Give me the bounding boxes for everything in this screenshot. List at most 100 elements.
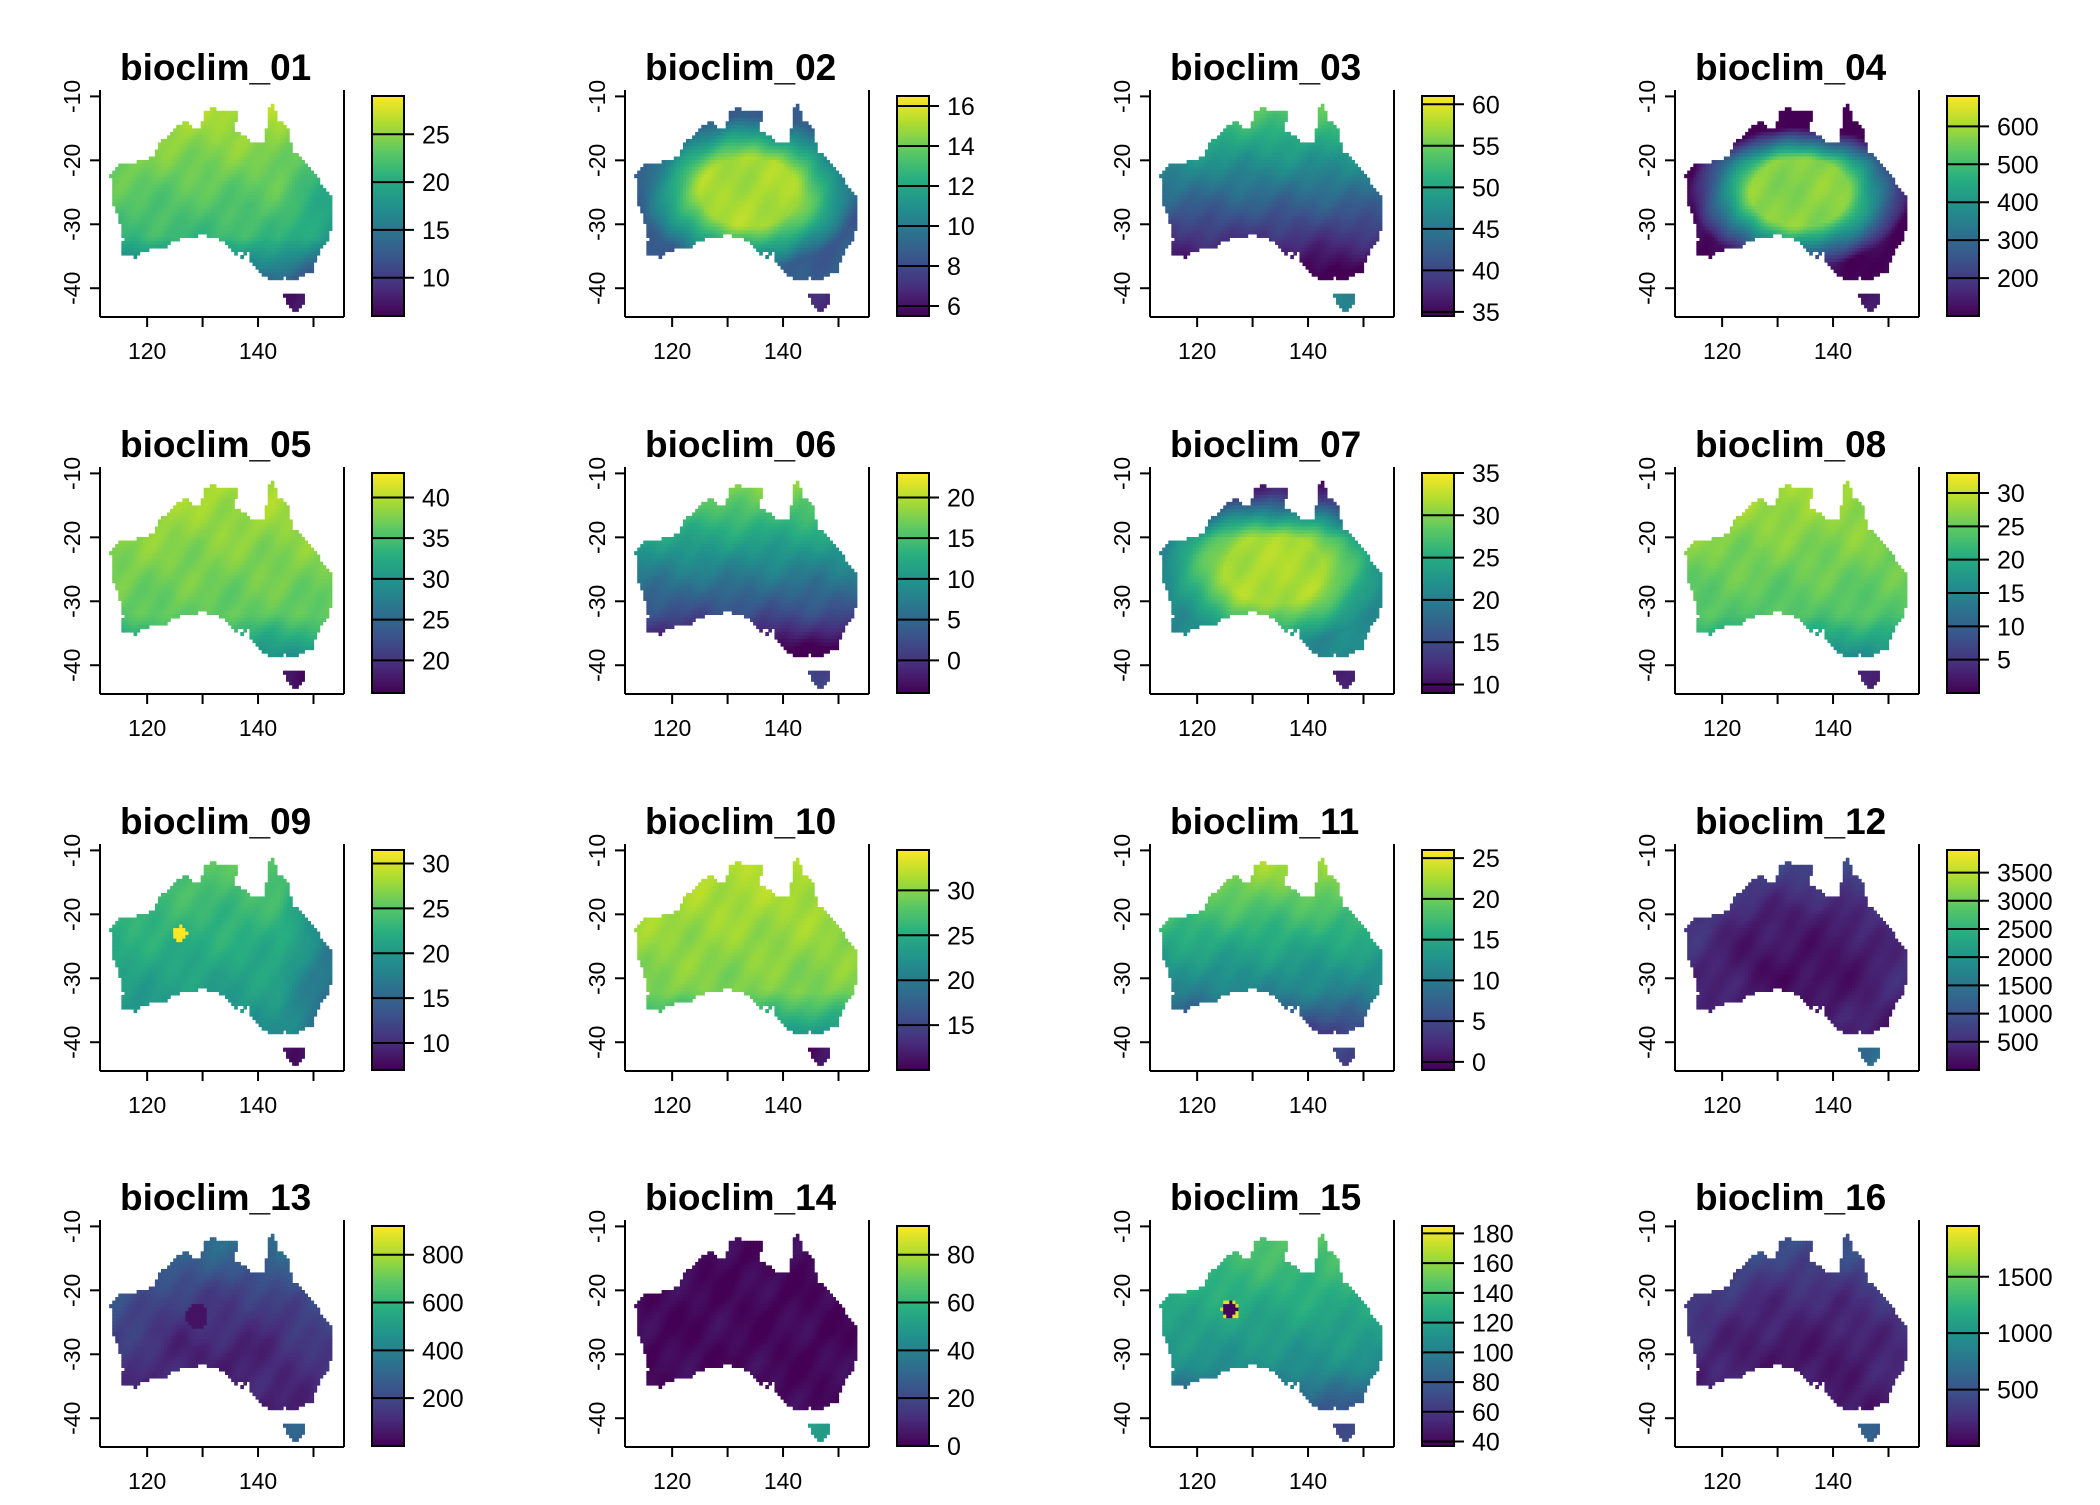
legend-tick-label: 0 — [1472, 1049, 1486, 1077]
legend-tick-label: 10 — [947, 213, 975, 241]
legend-tick-label: 30 — [422, 850, 450, 878]
legend-tick-label: 80 — [1472, 1369, 1500, 1397]
y-tick-label: -10 — [1634, 834, 1660, 867]
legend-tick-label: 800 — [422, 1242, 464, 1270]
x-tick-label: 120 — [128, 715, 166, 741]
raster-layer — [1684, 858, 1907, 1066]
legend-colorbar — [1947, 96, 1979, 316]
y-tick-label: -40 — [1109, 649, 1135, 682]
legend-tick-label: 600 — [422, 1290, 464, 1318]
y-tick-label: -20 — [59, 1274, 85, 1307]
raster-layer — [1684, 1234, 1907, 1442]
y-tick-label: -20 — [584, 1274, 610, 1307]
panel-title: bioclim_15 — [1170, 1177, 1361, 1218]
legend-tick-label: 55 — [1472, 133, 1500, 161]
raster-layer — [634, 104, 857, 312]
y-tick-label: -30 — [1109, 208, 1135, 241]
legend-tick-label: 6 — [947, 293, 961, 321]
legend-colorbar — [372, 96, 404, 316]
panel-title: bioclim_03 — [1170, 47, 1361, 88]
x-tick-label: 120 — [1178, 715, 1216, 741]
legend-tick-label: 60 — [1472, 1399, 1500, 1427]
legend-tick-label: 80 — [947, 1242, 975, 1270]
x-tick-label: 120 — [1178, 338, 1216, 364]
legend-tick-label: 500 — [1997, 151, 2039, 179]
y-tick-label: -20 — [1634, 1274, 1660, 1307]
legend-tick-label: 600 — [1997, 113, 2039, 141]
panel-title: bioclim_09 — [120, 801, 311, 842]
legend-tick-label: 200 — [1997, 265, 2039, 293]
legend-tick-label: 14 — [947, 133, 975, 161]
x-tick-label: 120 — [128, 338, 166, 364]
legend-tick-label: 20 — [1472, 886, 1500, 914]
x-tick-label: 120 — [653, 338, 691, 364]
y-tick-label: -40 — [59, 1402, 85, 1435]
legend-colorbar — [372, 1226, 404, 1446]
legend-tick-label: 20 — [947, 484, 975, 512]
legend-tick-label: 15 — [1472, 629, 1500, 657]
legend-tick-label: 15 — [422, 985, 450, 1013]
legend-tick-label: 40 — [1472, 257, 1500, 285]
y-tick-label: -30 — [1634, 208, 1660, 241]
panel-title: bioclim_10 — [645, 801, 836, 842]
x-tick-label: 140 — [239, 715, 277, 741]
legend-tick-label: 35 — [422, 525, 450, 553]
y-tick-label: -10 — [1109, 1210, 1135, 1243]
legend-colorbar — [1947, 1226, 1979, 1446]
legend-tick-label: 3500 — [1997, 860, 2053, 888]
legend-tick-label: 12 — [947, 173, 975, 201]
y-tick-label: -30 — [59, 962, 85, 995]
y-tick-label: -30 — [584, 585, 610, 618]
legend-tick-label: 25 — [422, 607, 450, 635]
legend-tick-label: 10 — [947, 566, 975, 594]
y-tick-label: -40 — [1634, 272, 1660, 305]
x-tick-label: 140 — [1289, 338, 1327, 364]
legend-tick-label: 60 — [1472, 91, 1500, 119]
y-tick-label: -20 — [59, 521, 85, 554]
y-tick-label: -40 — [59, 649, 85, 682]
y-tick-label: -30 — [1634, 585, 1660, 618]
y-tick-label: -30 — [59, 208, 85, 241]
raster-layer — [1684, 104, 1907, 312]
y-tick-label: -10 — [584, 80, 610, 113]
y-tick-label: -20 — [1109, 1274, 1135, 1307]
x-tick-label: 140 — [1814, 715, 1852, 741]
y-tick-label: -20 — [1634, 144, 1660, 177]
y-tick-label: -30 — [1109, 962, 1135, 995]
legend-tick-label: 30 — [947, 877, 975, 905]
legend-tick-label: 15 — [947, 1012, 975, 1040]
legend-tick-label: 15 — [1997, 580, 2025, 608]
x-tick-label: 120 — [1703, 1092, 1741, 1118]
legend-tick-label: 500 — [1997, 1377, 2039, 1405]
raster-layer — [109, 1234, 332, 1442]
legend-tick-label: 40 — [947, 1337, 975, 1365]
y-tick-label: -10 — [1634, 1210, 1660, 1243]
legend-tick-label: 120 — [1472, 1310, 1514, 1338]
y-tick-label: -10 — [1109, 457, 1135, 490]
panel-title: bioclim_08 — [1695, 424, 1886, 465]
legend-tick-label: 40 — [422, 484, 450, 512]
panel-title: bioclim_16 — [1695, 1177, 1886, 1218]
y-tick-label: -30 — [59, 1338, 85, 1371]
y-tick-label: -10 — [1109, 80, 1135, 113]
legend-tick-label: 10 — [1472, 967, 1500, 995]
panel-title: bioclim_01 — [120, 47, 311, 88]
y-tick-label: -10 — [59, 457, 85, 490]
x-tick-label: 120 — [1178, 1092, 1216, 1118]
x-tick-label: 140 — [239, 1092, 277, 1118]
legend-tick-label: 45 — [1472, 216, 1500, 244]
legend-tick-label: 300 — [1997, 227, 2039, 255]
